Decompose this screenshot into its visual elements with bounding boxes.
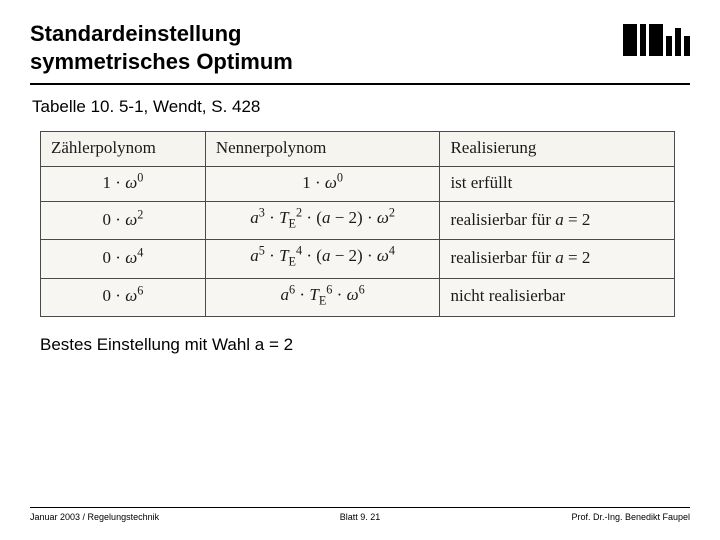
- htw-logo: [623, 24, 690, 56]
- slide-title: Standardeinstellung symmetrisches Optimu…: [30, 20, 293, 75]
- title-line-2: symmetrisches Optimum: [30, 49, 293, 74]
- logo-bar: [649, 24, 663, 56]
- table-cell: realisierbar für a = 2: [440, 240, 675, 278]
- table-cell: a6 · TE6 · ω6: [205, 278, 440, 316]
- logo-bar: [640, 24, 646, 56]
- footer-left: Januar 2003 / Regelungstechnik: [30, 512, 159, 522]
- footer-center: Blatt 9. 21: [340, 512, 381, 522]
- table-row: 0 · ω4a5 · TE4 · (a − 2) · ω4realisierba…: [41, 240, 675, 278]
- table-caption: Tabelle 10. 5-1, Wendt, S. 428: [32, 97, 690, 117]
- table-cell: 1 · ω0: [41, 167, 206, 202]
- table-header-cell: Nennerpolynom: [205, 132, 440, 167]
- footer-right: Prof. Dr.-Ing. Benedikt Faupel: [571, 512, 690, 522]
- table-row: 1 · ω01 · ω0ist erfüllt: [41, 167, 675, 202]
- table-header-cell: Realisierung: [440, 132, 675, 167]
- table-cell: nicht realisierbar: [440, 278, 675, 316]
- table-cell: ist erfüllt: [440, 167, 675, 202]
- logo-bar: [684, 36, 690, 56]
- table-cell: 1 · ω0: [205, 167, 440, 202]
- table-header-row: ZählerpolynomNennerpolynomRealisierung: [41, 132, 675, 167]
- conclusion-text: Bestes Einstellung mit Wahl a = 2: [40, 335, 690, 355]
- logo-bar: [623, 24, 637, 56]
- header: Standardeinstellung symmetrisches Optimu…: [30, 20, 690, 85]
- table-cell: a5 · TE4 · (a − 2) · ω4: [205, 240, 440, 278]
- table-cell: realisierbar für a = 2: [440, 202, 675, 240]
- table-cell: a3 · TE2 · (a − 2) · ω2: [205, 202, 440, 240]
- table-cell: 0 · ω4: [41, 240, 206, 278]
- table-cell: 0 · ω6: [41, 278, 206, 316]
- table-row: 0 · ω6a6 · TE6 · ω6nicht realisierbar: [41, 278, 675, 316]
- logo-bar: [675, 28, 681, 56]
- table-container: ZählerpolynomNennerpolynomRealisierung 1…: [40, 131, 680, 317]
- table-cell: 0 · ω2: [41, 202, 206, 240]
- polynomial-table: ZählerpolynomNennerpolynomRealisierung 1…: [40, 131, 675, 317]
- table-body: 1 · ω01 · ω0ist erfüllt0 · ω2a3 · TE2 · …: [41, 167, 675, 317]
- table-row: 0 · ω2a3 · TE2 · (a − 2) · ω2realisierba…: [41, 202, 675, 240]
- logo-bar: [666, 36, 672, 56]
- footer: Januar 2003 / Regelungstechnik Blatt 9. …: [30, 507, 690, 522]
- title-line-1: Standardeinstellung: [30, 21, 241, 46]
- slide: Standardeinstellung symmetrisches Optimu…: [0, 0, 720, 540]
- table-header-cell: Zählerpolynom: [41, 132, 206, 167]
